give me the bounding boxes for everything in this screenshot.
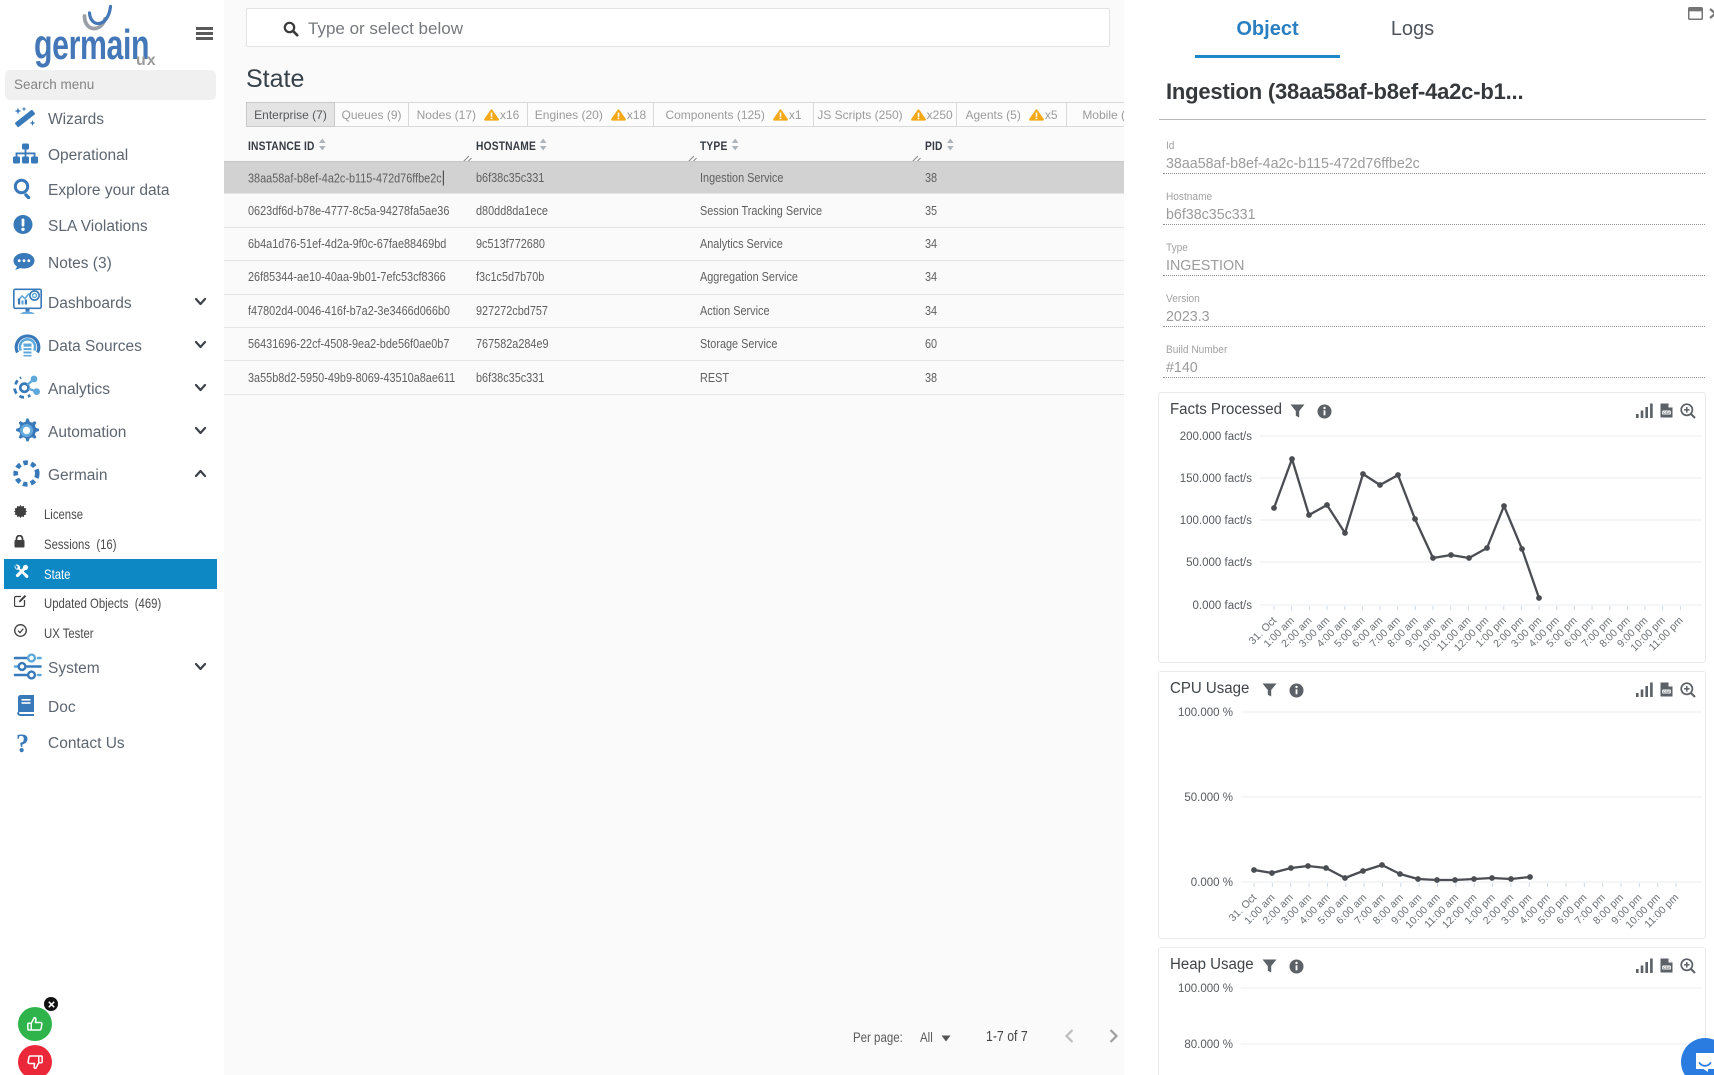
- svg-text:CSV: CSV: [1663, 966, 1671, 970]
- svg-text:100.000 fact/s: 100.000 fact/s: [1180, 515, 1252, 527]
- svg-text:50.000 %: 50.000 %: [1184, 792, 1233, 804]
- svg-text:100.000 %: 100.000 %: [1178, 983, 1233, 995]
- svg-text:0.000 %: 0.000 %: [1191, 877, 1233, 889]
- svg-text:200.000 fact/s: 200.000 fact/s: [1180, 431, 1252, 443]
- svg-text:50.000 fact/s: 50.000 fact/s: [1186, 557, 1252, 569]
- svg-text:CSV: CSV: [1663, 411, 1671, 415]
- svg-text:0.000 fact/s: 0.000 fact/s: [1193, 600, 1253, 612]
- svg-text:150.000 fact/s: 150.000 fact/s: [1180, 473, 1252, 485]
- svg-text:CSV: CSV: [1663, 690, 1671, 694]
- svg-text:80.000 %: 80.000 %: [1184, 1039, 1233, 1051]
- svg-text:100.000 %: 100.000 %: [1178, 707, 1233, 719]
